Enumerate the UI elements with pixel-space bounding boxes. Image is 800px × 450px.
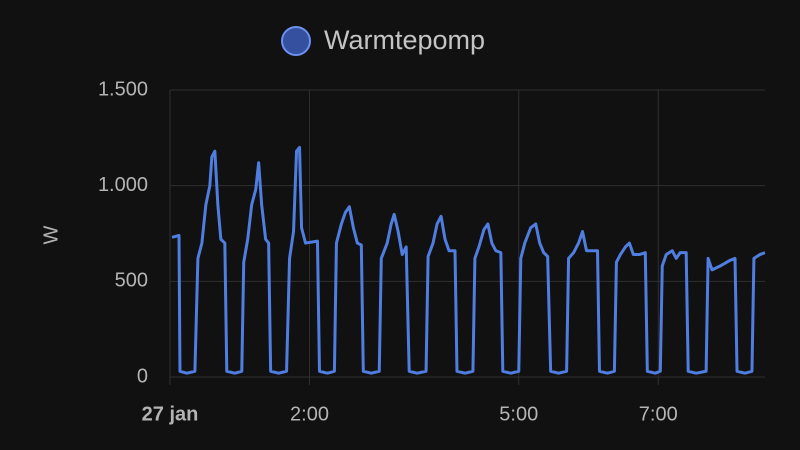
y-tick-label: 500 [115,270,148,292]
legend-label[interactable]: Warmtepomp [324,25,485,55]
y-tick-label: 0 [137,365,148,387]
x-tick-label: 7:00 [639,403,678,425]
y-axis-label: W [40,225,62,244]
x-tick-label: 5:00 [499,403,538,425]
x-tick-label: 2:00 [290,403,329,425]
y-tick-label: 1.000 [98,174,148,196]
legend-swatch[interactable] [281,26,311,56]
x-tick-label: 27 jan [142,403,199,425]
y-tick-label: 1.500 [98,78,148,100]
data-line [171,145,766,375]
